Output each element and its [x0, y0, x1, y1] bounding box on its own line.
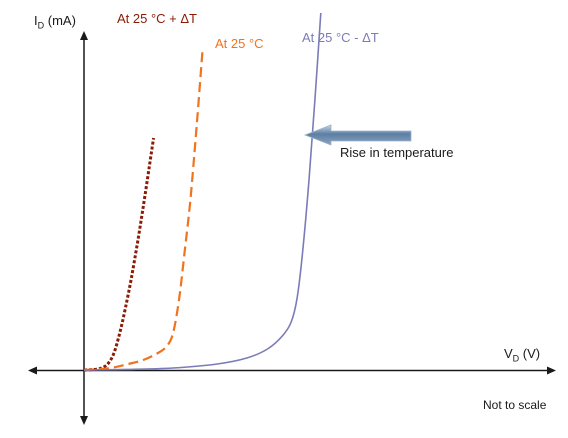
x-axis-left-arrowhead — [28, 366, 37, 375]
series-label-hot: At 25 °C + ΔT — [117, 11, 197, 26]
x-axis-label-unit: (V) — [519, 346, 541, 361]
rise-in-temperature-arrow — [303, 124, 412, 146]
y-axis-label-sub: D — [37, 20, 45, 31]
x-axis-label-main: V — [504, 346, 513, 361]
y-axis-label: ID (mA) — [34, 13, 76, 31]
axes — [28, 31, 556, 425]
series-line-0 — [83, 137, 156, 372]
x-axis-label-sub: D — [512, 353, 520, 364]
y-axis-top-arrowhead — [80, 31, 88, 40]
x-axis-right-arrowhead — [547, 366, 556, 375]
x-axis-label: VD (V) — [504, 346, 540, 364]
series-line-1 — [83, 51, 204, 372]
y-axis-label-unit: (mA) — [44, 13, 76, 28]
y-axis-label-main: I — [34, 13, 38, 28]
series-label-cold: At 25 °C - ΔT — [302, 30, 379, 45]
y-axis-bottom-arrowhead — [80, 416, 88, 425]
curves — [83, 12, 322, 372]
not-to-scale-note: Not to scale — [483, 398, 547, 412]
annotation-rise-in-temperature: Rise in temperature — [340, 145, 454, 160]
series-label-room: At 25 °C — [215, 36, 264, 51]
arrow-shape — [303, 124, 412, 146]
series-line-2 — [83, 12, 322, 371]
